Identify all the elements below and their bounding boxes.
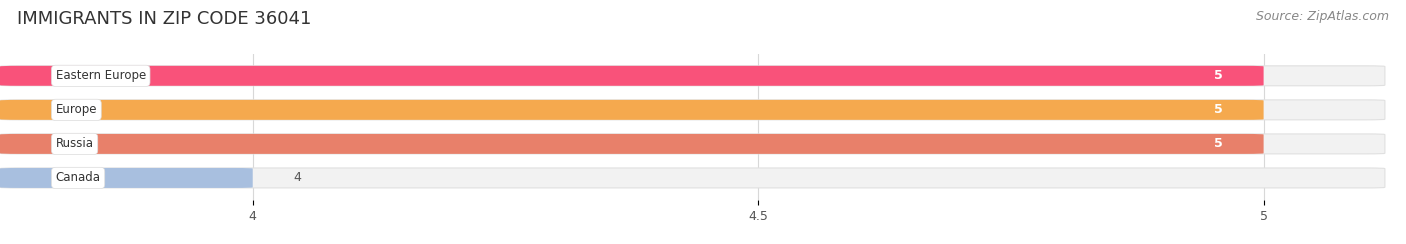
Text: 4: 4 xyxy=(294,172,301,184)
FancyBboxPatch shape xyxy=(0,134,1385,154)
Text: 5: 5 xyxy=(1215,137,1223,150)
Text: Canada: Canada xyxy=(56,172,101,184)
Text: 5: 5 xyxy=(1215,103,1223,116)
FancyBboxPatch shape xyxy=(0,168,253,188)
FancyBboxPatch shape xyxy=(0,100,1264,120)
FancyBboxPatch shape xyxy=(0,66,1385,86)
Text: IMMIGRANTS IN ZIP CODE 36041: IMMIGRANTS IN ZIP CODE 36041 xyxy=(17,10,311,28)
Text: Europe: Europe xyxy=(56,103,97,116)
Text: 5: 5 xyxy=(1215,69,1223,82)
FancyBboxPatch shape xyxy=(0,168,1385,188)
FancyBboxPatch shape xyxy=(0,100,1385,120)
Text: Source: ZipAtlas.com: Source: ZipAtlas.com xyxy=(1256,10,1389,23)
FancyBboxPatch shape xyxy=(0,66,1264,86)
Text: Russia: Russia xyxy=(56,137,94,150)
FancyBboxPatch shape xyxy=(0,134,1264,154)
Text: Eastern Europe: Eastern Europe xyxy=(56,69,146,82)
